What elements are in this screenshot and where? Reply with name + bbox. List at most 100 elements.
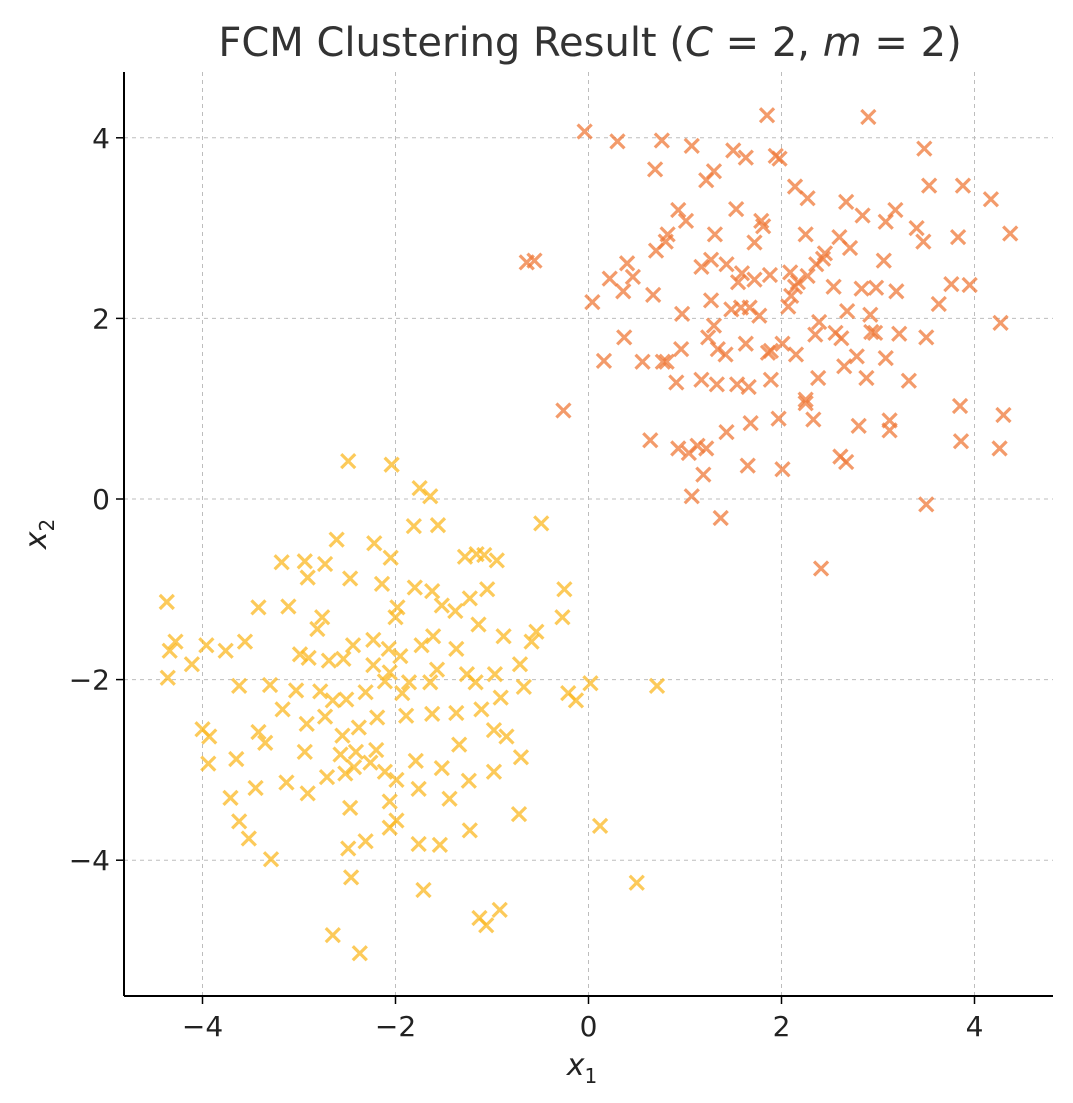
y-tick-label: 2 (92, 302, 110, 335)
scatter-point (774, 461, 791, 478)
scatter-point (737, 149, 754, 166)
scatter-point (381, 664, 398, 681)
scatter-point (918, 496, 935, 513)
scatter-point (407, 752, 424, 770)
scatter-point (222, 789, 239, 807)
scatter-point (373, 575, 391, 593)
scatter-point (161, 642, 178, 659)
scatter-point (838, 303, 856, 320)
scatter-point (387, 609, 404, 626)
scatter-point (362, 754, 379, 771)
scatter-point (299, 785, 316, 802)
scatter-point (231, 813, 248, 830)
scatter-point (554, 609, 571, 626)
scatter-point (786, 178, 804, 195)
scatter-point (510, 806, 528, 823)
scatter-point (653, 132, 670, 149)
scatter-point (863, 323, 880, 341)
scatter-point (383, 456, 400, 473)
x-tick-label: 4 (966, 1010, 984, 1043)
scatter-point (961, 276, 978, 294)
scatter-point (811, 313, 828, 331)
scatter-point (728, 376, 746, 393)
scatter-point (381, 793, 398, 810)
scatter-point (424, 705, 441, 723)
scatter-point (250, 599, 267, 616)
scatter-point (634, 353, 651, 370)
scatter-point (413, 637, 430, 654)
scatter-point (492, 689, 509, 706)
scatter-point (683, 488, 700, 505)
scatter-point (312, 683, 329, 700)
scatter-point (300, 649, 317, 667)
scatter-point (595, 352, 613, 369)
scatter-point (862, 306, 879, 323)
scatter-point (296, 553, 313, 570)
scatter-point (1002, 225, 1019, 242)
scatter-point (368, 741, 385, 759)
x-tick-label: −2 (375, 1010, 416, 1043)
scatter-point (836, 358, 853, 375)
scatter-point (447, 602, 464, 620)
scatter-point (746, 234, 763, 251)
scatter-point (881, 422, 898, 439)
scatter-point (647, 242, 665, 259)
scatter-point (891, 325, 908, 342)
scatter-point (365, 657, 382, 674)
scatter-point (479, 581, 496, 598)
scatter-point (240, 830, 257, 847)
scatter-point (556, 581, 573, 598)
scatter-point (718, 424, 735, 441)
scatter-point (702, 292, 720, 309)
scatter-point (415, 881, 432, 899)
scatter-point (567, 692, 585, 709)
scatter-point (392, 647, 409, 665)
scatter-point (382, 549, 399, 566)
scatter-point (159, 669, 176, 686)
y-tick-label: −4 (69, 844, 110, 877)
scatter-point (345, 759, 363, 776)
x-tick-label: 0 (580, 1010, 598, 1043)
scatter-point (799, 267, 816, 285)
scatter-point (877, 350, 894, 367)
scatter-point (425, 628, 442, 645)
scatter-point (287, 682, 305, 699)
scatter-point (646, 161, 664, 178)
scatter-point (332, 746, 349, 763)
scatter-point (335, 650, 352, 667)
scatter-point (422, 674, 439, 691)
scatter-point (767, 147, 784, 164)
scatter-point (431, 836, 449, 853)
scatter-point (761, 266, 779, 284)
scatter-point (718, 256, 735, 273)
scatter-point (838, 453, 855, 471)
scatter-point (429, 517, 447, 534)
scatter-point (866, 324, 884, 341)
scatter-point (918, 329, 935, 346)
scatter-point (515, 678, 532, 695)
scatter-point (742, 415, 759, 432)
scatter-point (658, 353, 675, 370)
scatter-point (853, 280, 870, 297)
scatter-point (858, 369, 875, 387)
scatter-point (342, 570, 359, 587)
scatter-point (448, 640, 465, 658)
scatter-point (991, 440, 1008, 457)
scatter-point (797, 395, 814, 412)
scatter-point (342, 869, 360, 886)
scatter-point (693, 258, 710, 276)
scatter-point (422, 488, 439, 505)
scatter-point (328, 531, 345, 548)
scatter-point (337, 765, 354, 782)
scatter-point (838, 193, 855, 211)
scatter-point (298, 715, 315, 732)
scatter-point (618, 255, 636, 272)
scatter-point (576, 123, 593, 140)
scatter-point (797, 391, 814, 408)
scatter-point (729, 274, 747, 291)
scatter-point (456, 548, 474, 565)
scatter-point (478, 917, 495, 934)
scatter-point (167, 633, 184, 650)
scatter-point (854, 207, 871, 224)
scatter-point (673, 305, 691, 323)
